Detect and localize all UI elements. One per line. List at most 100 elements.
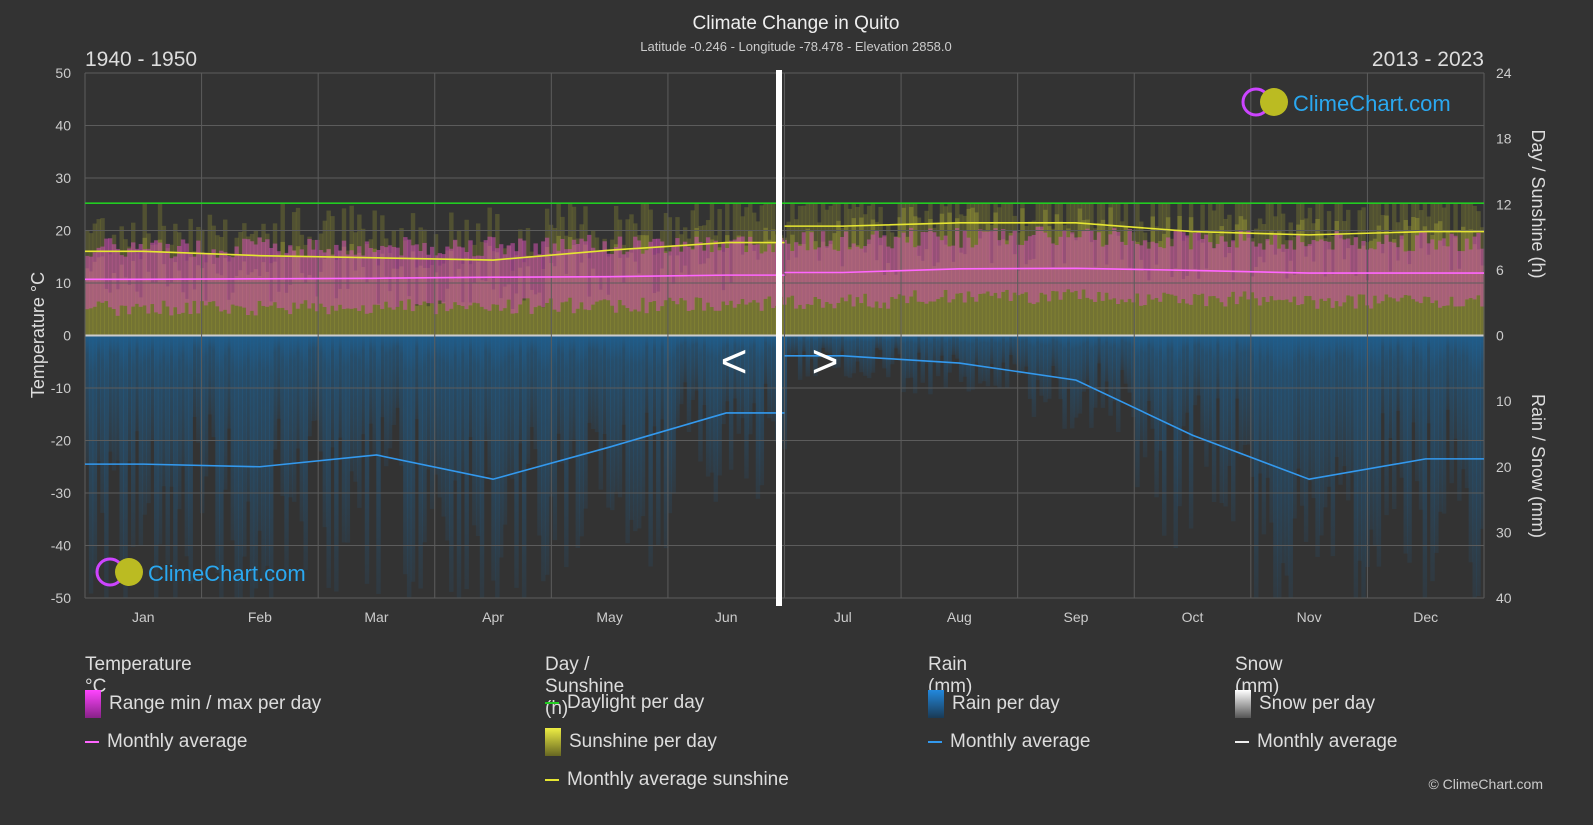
temp-range-bar [920, 231, 925, 302]
temp-range-bar [1392, 242, 1397, 299]
temp-range-bar [832, 249, 837, 309]
sunshine-day-bar [840, 266, 845, 336]
sunshine-day-bar [1146, 280, 1152, 336]
rain-day-bar [594, 335, 600, 433]
rain-day-bar [621, 335, 627, 425]
sunshine-day-bar [429, 303, 435, 336]
temperature-avg-line [85, 274, 785, 281]
rain-day-bar [1100, 335, 1106, 408]
rain-day-bar [345, 335, 351, 543]
rain-day-bar [974, 335, 979, 363]
temp-range-bar [1039, 226, 1044, 293]
sunshine-day-bar [521, 262, 527, 336]
temp-range-bar [433, 255, 439, 315]
rain-day-bar [763, 335, 768, 384]
rain-day-bar [1127, 335, 1132, 393]
rain-day-bar [1008, 335, 1014, 356]
rain-day-bar [1093, 335, 1098, 408]
rain-day-bar [487, 335, 492, 475]
temp-range-bar [1096, 232, 1102, 293]
sunshine-day-bar [284, 292, 289, 336]
temp-range-bar [196, 240, 201, 314]
rain-day-bar [759, 335, 765, 486]
temp-range-bar [1342, 239, 1347, 303]
rain-day-bar [675, 335, 680, 426]
temp-range-bar [579, 238, 584, 303]
temp-range-bar [360, 255, 366, 306]
temp-range-bar [824, 246, 830, 303]
rain-day-bar [625, 335, 630, 544]
month-label: Feb [248, 609, 272, 625]
rain-day-bar [1434, 335, 1439, 553]
rain-day-bar [859, 335, 864, 373]
nav-prev-button[interactable]: < [721, 335, 748, 387]
legend-sunshine-avg[interactable]: Monthly average sunshine [545, 769, 789, 791]
temp-range-bar [349, 250, 354, 309]
temp-range-bar [943, 235, 948, 291]
rain-day-bar [376, 335, 381, 594]
legend-temp-range[interactable]: Range min / max per day [85, 690, 321, 718]
temp-range-bar [134, 248, 140, 304]
temp-range-bar [249, 241, 255, 311]
left-tick-label: 10 [55, 275, 71, 291]
rain-day-bar [640, 335, 646, 517]
temp-range-bar [675, 238, 680, 305]
temp-range-bar [1273, 234, 1278, 301]
temp-range-bar [107, 238, 113, 308]
legend-label: Monthly average [950, 731, 1091, 752]
rain-day-bar [748, 335, 753, 435]
temp-range-bar [1422, 232, 1428, 297]
temp-range-bar [119, 255, 124, 306]
rain-day-bar [176, 335, 182, 510]
rain-day-bar [1020, 335, 1025, 374]
temp-range-bar [564, 249, 569, 302]
sunshine-day-bar [337, 288, 343, 336]
rain-day-bar [836, 335, 841, 368]
temp-range-bar [1434, 249, 1439, 301]
legend-daylight[interactable]: Daylight per day [545, 692, 704, 714]
rain-day-bar [1162, 335, 1167, 536]
rain-day-bar [1284, 335, 1290, 576]
legend-label: Snow per day [1259, 693, 1376, 714]
temp-range-bar [1472, 236, 1477, 300]
sunshine-avg-swatch [545, 779, 559, 781]
sunshine-day-bar [311, 278, 316, 336]
logo-text: ClimeChart.com [148, 561, 306, 586]
temp-range-bar [667, 251, 673, 298]
rain-day-bar [878, 335, 883, 351]
logo-bottom[interactable]: ClimeChart.com [95, 557, 306, 587]
sunshine-day-bar [123, 277, 128, 336]
right-top-tick-label: 0 [1496, 328, 1504, 344]
legend-temp-avg[interactable]: Monthly average [85, 731, 247, 753]
temp-range-bar [169, 258, 174, 316]
sunshine-day-bar [882, 275, 887, 336]
rain-day-bar [1361, 335, 1366, 598]
legend-sunshine[interactable]: Sunshine per day [545, 728, 717, 756]
chart-title: Climate Change in Quito [693, 13, 900, 34]
legend-rain-avg[interactable]: Monthly average [928, 731, 1090, 753]
rain-day-bar [119, 335, 124, 572]
temp-range-bar [514, 251, 519, 314]
temp-range-bar [330, 255, 335, 306]
sunshine-day-bar [230, 292, 236, 336]
temp-range-bar [230, 257, 236, 305]
legend-snow-per-day[interactable]: Snow per day [1235, 690, 1375, 718]
temp-range-bar [1438, 240, 1443, 308]
period-divider-handle[interactable] [776, 70, 782, 606]
temp-range-bar [88, 256, 94, 309]
temp-range-bar [947, 246, 952, 303]
temp-range-bar [1112, 227, 1117, 299]
legend-snow-avg[interactable]: Monthly average [1235, 731, 1397, 753]
rain-day-bar [1131, 335, 1136, 418]
temp-range-bar [138, 244, 144, 307]
rain-day-bar [1303, 335, 1309, 542]
rain-day-bar [403, 335, 408, 575]
logo-top[interactable]: ClimeChart.com [1241, 87, 1451, 117]
rain-day-bar [1085, 335, 1090, 380]
temp-range-bar [1031, 234, 1037, 305]
rain-day-bar [368, 335, 374, 424]
temp-range-bar [1315, 241, 1320, 309]
nav-next-button[interactable]: > [812, 335, 839, 387]
legend-rain-per-day[interactable]: Rain per day [928, 690, 1060, 718]
